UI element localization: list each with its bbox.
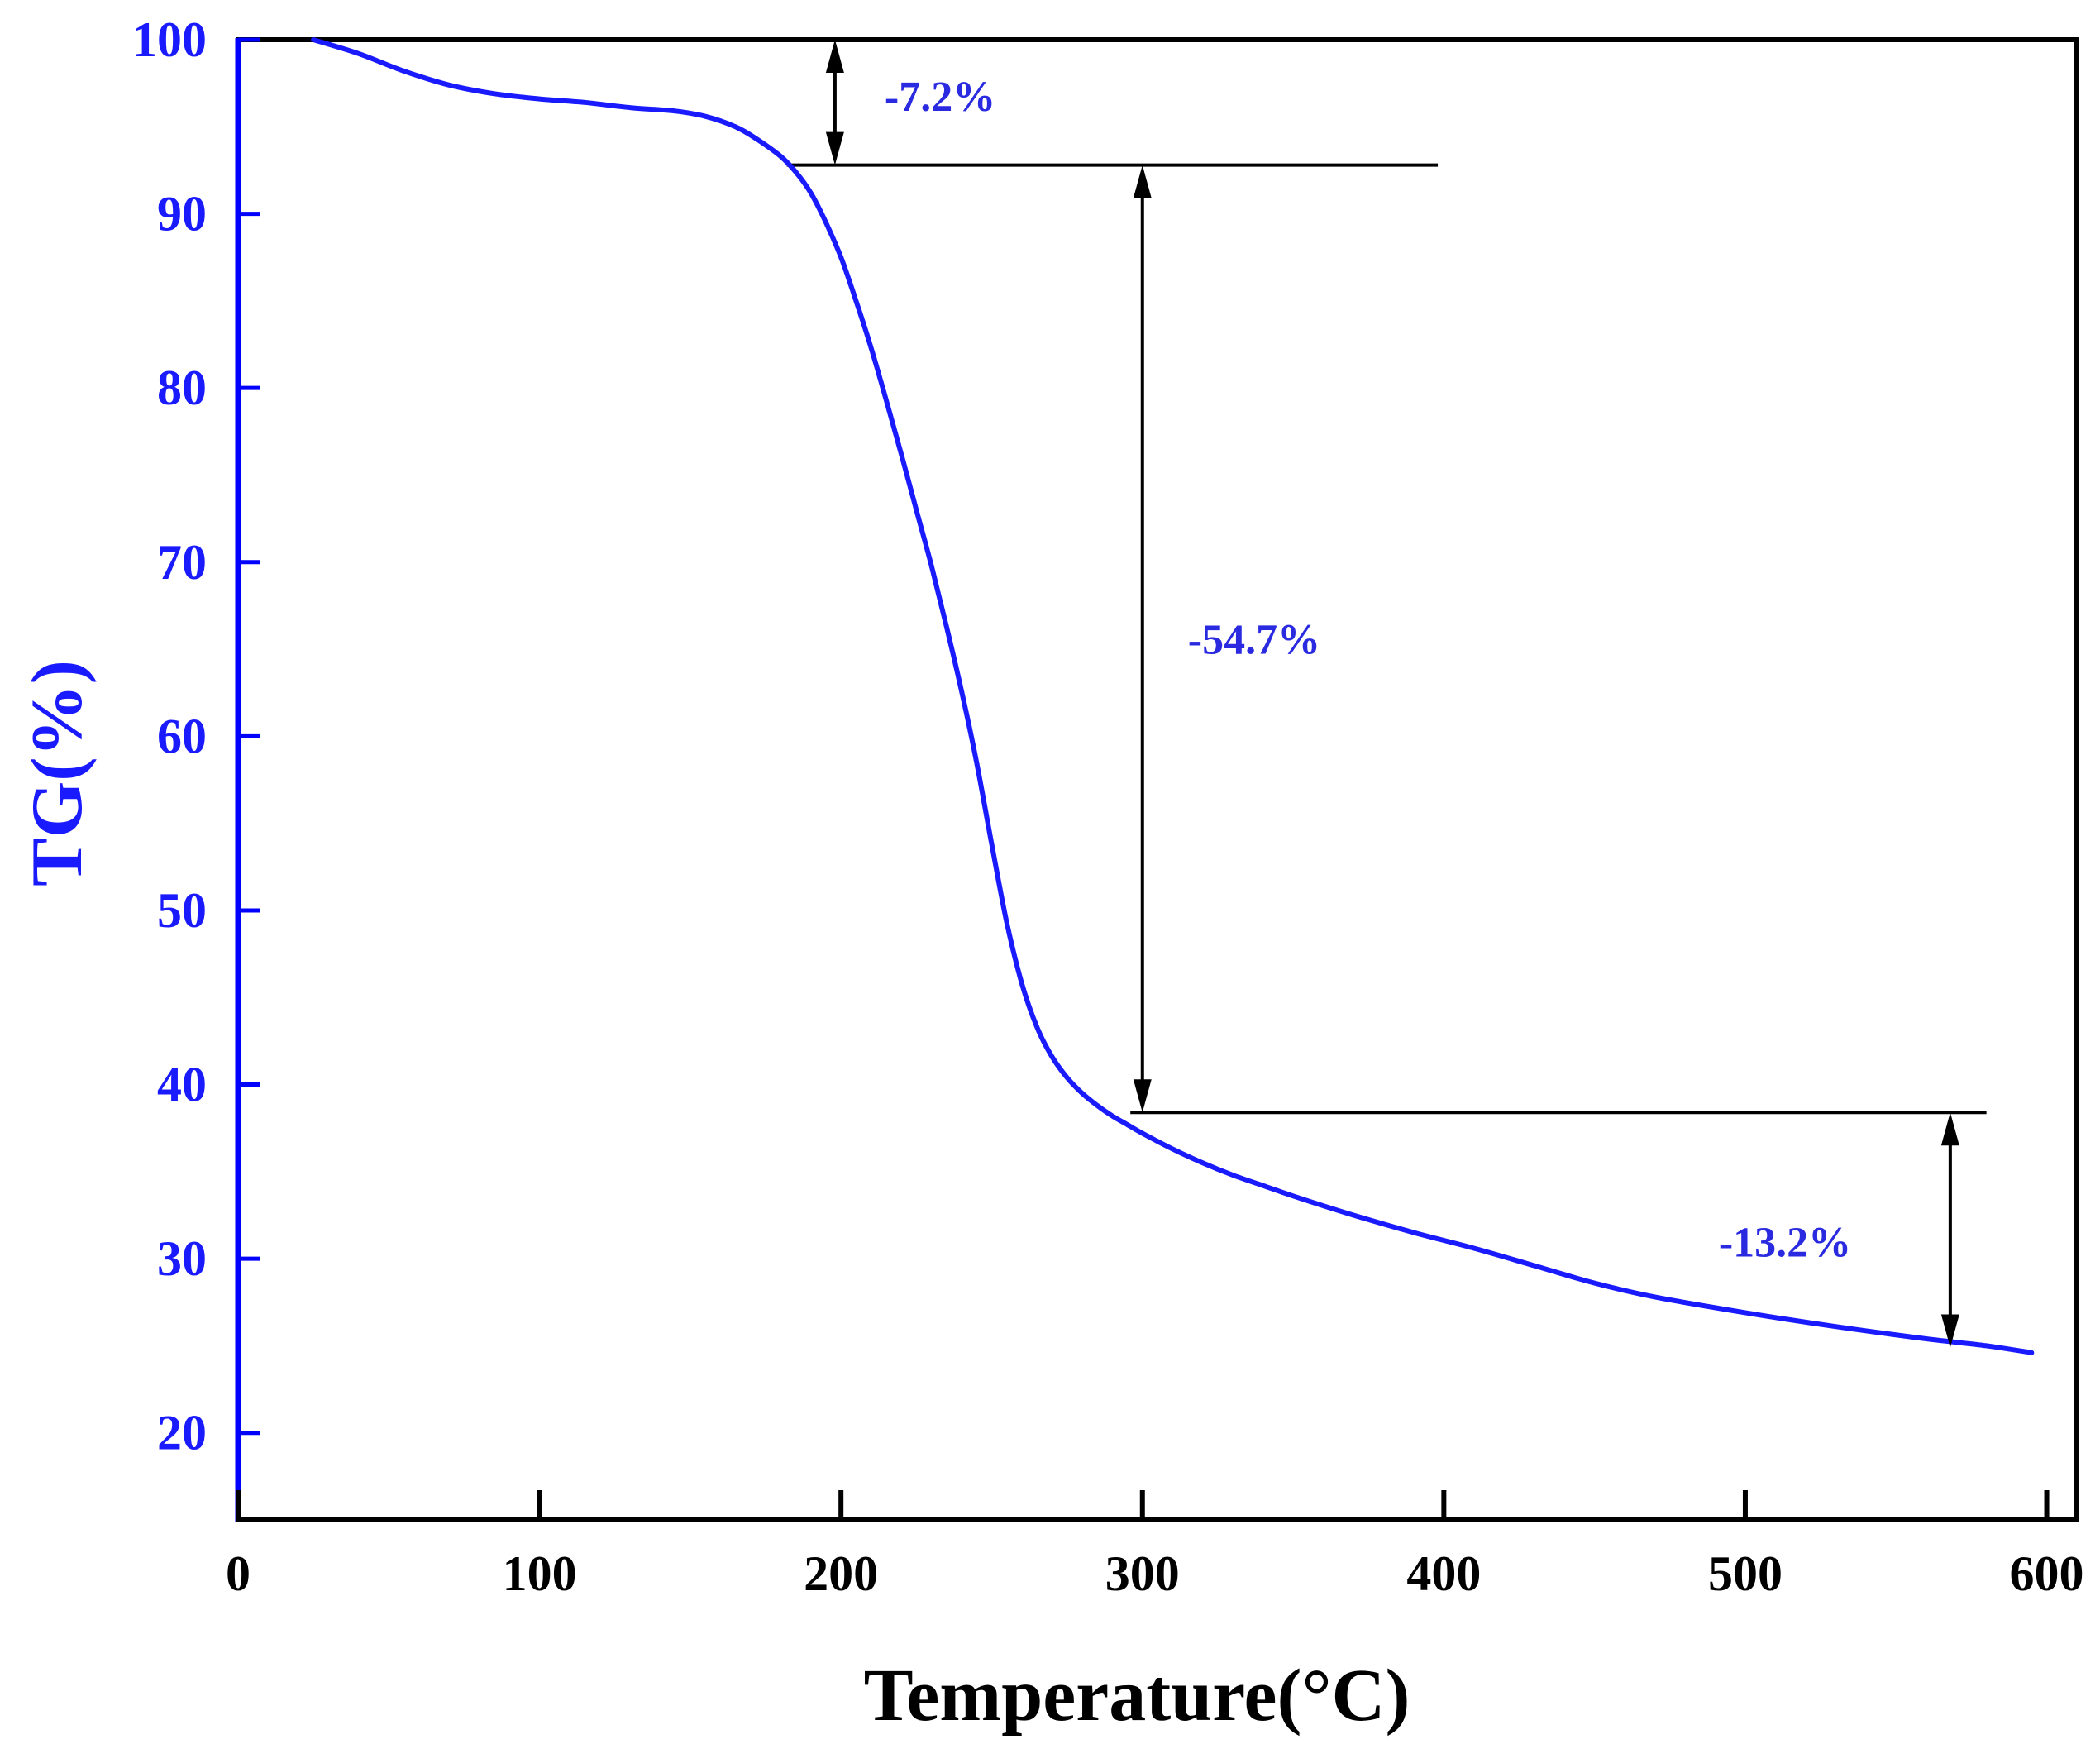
y-axis-title: TG(%) <box>17 660 98 886</box>
arrow-up-icon <box>825 40 844 73</box>
tg-series-line <box>311 37 2035 1355</box>
y-tick-label: 40 <box>157 1058 207 1112</box>
y-tick-label: 80 <box>157 361 207 415</box>
plot-frame <box>236 37 2079 1522</box>
y-ticks: 20 30 40 50 60 70 80 90 100 <box>132 12 260 1460</box>
annotation-label: -54.7% <box>1188 616 1320 663</box>
x-tick-label: 0 <box>226 1546 251 1601</box>
y-tick-label: 60 <box>157 709 207 763</box>
x-tick-label: 100 <box>503 1546 577 1601</box>
y-tick-label: 90 <box>157 187 207 241</box>
annotations: -7.2% -54.7% -13.2% <box>825 40 1959 1348</box>
x-tick-label: 500 <box>1708 1546 1783 1601</box>
y-tick-label: 100 <box>132 12 207 67</box>
annotation-label: -13.2% <box>1719 1220 1851 1267</box>
x-tick-label: 600 <box>2010 1546 2084 1601</box>
arrow-down-icon <box>1940 1314 1959 1348</box>
arrow-up-icon <box>1940 1112 1959 1146</box>
y-tick-label: 50 <box>157 883 207 938</box>
y-tick-label: 20 <box>157 1406 207 1460</box>
y-tick-label: 70 <box>157 535 207 590</box>
arrow-down-icon <box>1133 1079 1152 1113</box>
x-tick-label: 300 <box>1105 1546 1180 1601</box>
x-ticks: 0 100 200 300 400 500 600 <box>226 1490 2084 1601</box>
reference-lines <box>786 163 1987 1115</box>
x-axis-title: Temperature(°C) <box>864 1655 1410 1737</box>
arrow-up-icon <box>1133 165 1152 198</box>
annotation-label: -7.2% <box>885 74 995 121</box>
y-tick-label: 30 <box>157 1231 207 1286</box>
x-tick-label: 200 <box>804 1546 878 1601</box>
x-tick-label: 400 <box>1406 1546 1481 1601</box>
arrow-down-icon <box>825 131 844 165</box>
